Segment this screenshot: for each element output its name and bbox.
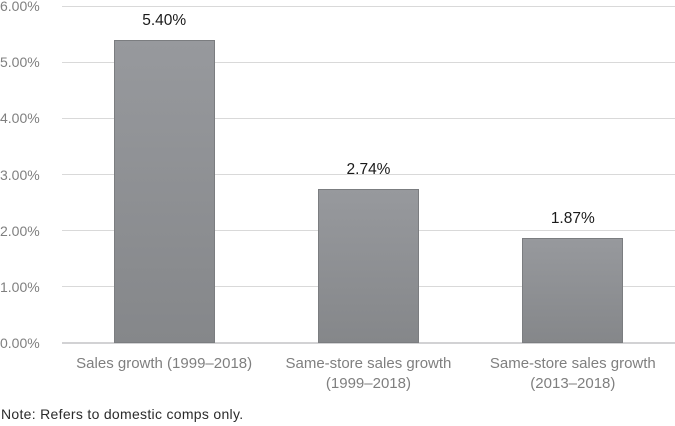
y-axis-tick-label: 0.00% [0, 335, 40, 351]
bar [113, 39, 215, 343]
bar [318, 189, 419, 343]
y-axis-tick-label: 1.00% [0, 278, 40, 295]
gridline [62, 5, 675, 7]
y-axis-tick-label: 5.00% [0, 54, 40, 71]
x-axis-category-label: Same-store sales growth (1999–2018) [285, 355, 452, 392]
gridline [62, 117, 675, 119]
bar [522, 238, 624, 343]
bar-value-label: 1.87% [550, 210, 595, 227]
x-axis-category-label: Sales growth (1999–2018) [76, 355, 253, 372]
bar-value-label: 5.40% [142, 11, 187, 29]
bar-value-label: 2.74% [346, 161, 391, 179]
x-axis-line [62, 342, 675, 344]
chart-footnote: Note: Refers to domestic comps only. [1, 406, 244, 422]
x-axis-category-label: Same-store sales growth (2013–2018) [489, 355, 656, 392]
gridline [62, 61, 675, 63]
gridline [62, 174, 675, 175]
y-axis-tick-label: 3.00% [0, 166, 40, 183]
y-axis-tick-label: 4.00% [0, 110, 40, 127]
y-axis-tick-label: 2.00% [0, 222, 40, 239]
y-axis-tick-label: 6.00% [0, 0, 40, 14]
